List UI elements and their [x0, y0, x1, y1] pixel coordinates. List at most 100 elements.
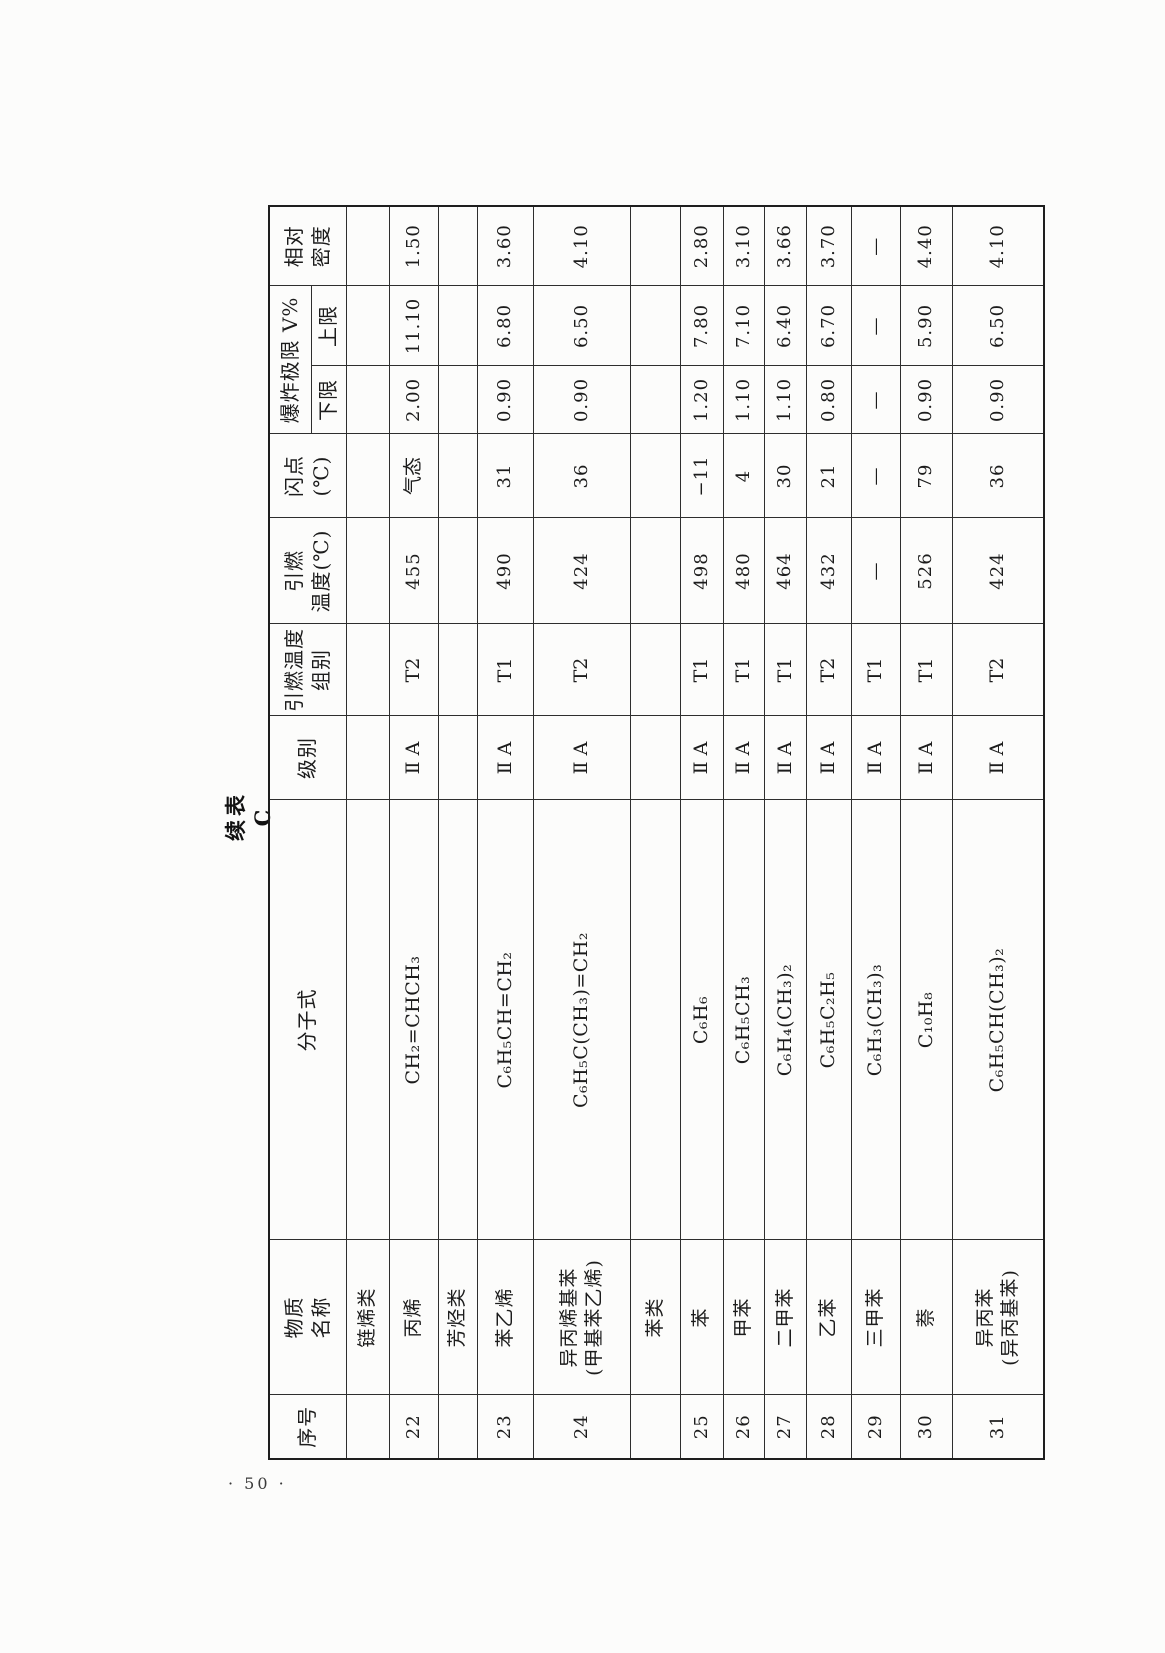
cell-density: —: [851, 206, 900, 286]
substance-row: 30 萘 C₁₀H₈ Ⅱ A T1 526 79 0.90 5.90 4.40: [900, 206, 952, 1459]
cell-lel: 0.90: [533, 366, 630, 434]
cell-lel: 2.00: [389, 366, 438, 434]
cell-formula: [438, 800, 477, 1240]
cell-formula: C₆H₄(CH₃)₂: [764, 800, 806, 1240]
cell-temp-group: T1: [764, 624, 806, 716]
cell-temp-group: [630, 624, 680, 716]
cell-class: Ⅱ A: [389, 716, 438, 800]
cell-density: 3.70: [806, 206, 851, 286]
cell-seq: 31: [952, 1395, 1044, 1459]
cell-uel: 6.50: [533, 286, 630, 366]
cell-class: Ⅱ A: [952, 716, 1044, 800]
cell-lel: [438, 366, 477, 434]
cell-class: Ⅱ A: [764, 716, 806, 800]
cell-flash-point: 36: [952, 434, 1044, 518]
header-temp-group: 引燃温度 组别: [269, 624, 346, 716]
cell-substance-name: 丙烯: [389, 1240, 438, 1395]
substance-row: 28 乙苯 C₆H₅C₂H₅ Ⅱ A T2 432 21 0.80 6.70 3…: [806, 206, 851, 1459]
cell-ignition-temp: 432: [806, 518, 851, 624]
cell-uel: 5.90: [900, 286, 952, 366]
cell-lel: 1.10: [764, 366, 806, 434]
cell-temp-group: T2: [533, 624, 630, 716]
cell-seq: 27: [764, 1395, 806, 1459]
header-explosion-limits: 爆炸极限 V%: [269, 286, 311, 434]
cell-uel: 7.80: [680, 286, 723, 366]
cell-formula: CH₂=CHCH₃: [389, 800, 438, 1240]
cell-ignition-temp: 464: [764, 518, 806, 624]
header-ignition-temp: 引燃 温度(℃): [269, 518, 346, 624]
cell-temp-group: [438, 624, 477, 716]
cell-ignition-temp: 526: [900, 518, 952, 624]
header-class: 级别: [269, 716, 346, 800]
page-number: · 50 ·: [228, 1474, 287, 1493]
cell-substance-name: 乙苯: [806, 1240, 851, 1395]
cell-lel: —: [851, 366, 900, 434]
cell-formula: C₆H₃(CH₃)₃: [851, 800, 900, 1240]
cell-seq: 23: [477, 1395, 533, 1459]
cell-formula: [630, 800, 680, 1240]
cell-uel: 6.70: [806, 286, 851, 366]
cell-temp-group: T1: [851, 624, 900, 716]
cell-density: 3.60: [477, 206, 533, 286]
cell-uel: —: [851, 286, 900, 366]
substance-row: 24 异丙烯基苯 (甲基苯乙烯) C₆H₅C(CH₃)=CH₂ Ⅱ A T2 4…: [533, 206, 630, 1459]
cell-seq: 24: [533, 1395, 630, 1459]
header-flash-point: 闪点 (℃): [269, 434, 346, 518]
cell-seq: 22: [389, 1395, 438, 1459]
cell-class: Ⅱ A: [900, 716, 952, 800]
cell-temp-group: T2: [389, 624, 438, 716]
cell-density: 4.40: [900, 206, 952, 286]
cell-density: 4.10: [952, 206, 1044, 286]
cell-formula: [346, 800, 389, 1240]
cell-temp-group: T1: [477, 624, 533, 716]
cell-temp-group: [346, 624, 389, 716]
cell-ignition-temp: [438, 518, 477, 624]
cell-density: 3.10: [723, 206, 764, 286]
cell-flash-point: 气态: [389, 434, 438, 518]
cell-temp-group: T1: [723, 624, 764, 716]
cell-class: [438, 716, 477, 800]
cell-temp-group: T2: [806, 624, 851, 716]
substance-row: 29 三甲苯 C₆H₃(CH₃)₃ Ⅱ A T1 — — — — —: [851, 206, 900, 1459]
cell-substance-name: 异丙苯 (异丙基苯): [952, 1240, 1044, 1395]
cell-density: [630, 206, 680, 286]
cell-seq: 29: [851, 1395, 900, 1459]
cell-uel: 11.10: [389, 286, 438, 366]
cell-flash-point: —: [851, 434, 900, 518]
cell-ignition-temp: 480: [723, 518, 764, 624]
cell-lel: 0.90: [477, 366, 533, 434]
cell-lel: 0.80: [806, 366, 851, 434]
cell-formula: C₆H₅CH=CH₂: [477, 800, 533, 1240]
substance-row: 25 苯 C₆H₆ Ⅱ A T1 498 −11 1.20 7.80 2.80: [680, 206, 723, 1459]
cell-uel: 6.50: [952, 286, 1044, 366]
cell-temp-group: T1: [680, 624, 723, 716]
cell-class: Ⅱ A: [723, 716, 764, 800]
cell-ignition-temp: 424: [533, 518, 630, 624]
cell-flash-point: [630, 434, 680, 518]
cell-uel: [346, 286, 389, 366]
substance-properties-table: 序号 物质 名称 分子式 级别 引燃温度 组别 引燃 温度(℃) 闪点 (℃) …: [268, 205, 1045, 1460]
cell-lel: [346, 366, 389, 434]
cell-ignition-temp: [630, 518, 680, 624]
cell-substance-name: 甲苯: [723, 1240, 764, 1395]
cell-density: 2.80: [680, 206, 723, 286]
cell-lel: 0.90: [952, 366, 1044, 434]
cell-ignition-temp: 424: [952, 518, 1044, 624]
cell-ignition-temp: 455: [389, 518, 438, 624]
cell-temp-group: T1: [900, 624, 952, 716]
header-lel: 下限: [311, 366, 346, 434]
cell-class: Ⅱ A: [806, 716, 851, 800]
cell-uel: [438, 286, 477, 366]
cell-substance-name: 苯乙烯: [477, 1240, 533, 1395]
substance-row: 26 甲苯 C₆H₅CH₃ Ⅱ A T1 480 4 1.10 7.10 3.1…: [723, 206, 764, 1459]
cell-lel: 1.20: [680, 366, 723, 434]
substance-row: 22 丙烯 CH₂=CHCH₃ Ⅱ A T2 455 气态 2.00 11.10…: [389, 206, 438, 1459]
cell-flash-point: 30: [764, 434, 806, 518]
cell-uel: 7.10: [723, 286, 764, 366]
cell-substance-name: 苯: [680, 1240, 723, 1395]
cell-temp-group: T2: [952, 624, 1044, 716]
cell-seq: [438, 1395, 477, 1459]
cell-substance-name: 异丙烯基苯 (甲基苯乙烯): [533, 1240, 630, 1395]
header-row-main: 序号 物质 名称 分子式 级别 引燃温度 组别 引燃 温度(℃) 闪点 (℃) …: [269, 206, 346, 1459]
cell-density: 4.10: [533, 206, 630, 286]
